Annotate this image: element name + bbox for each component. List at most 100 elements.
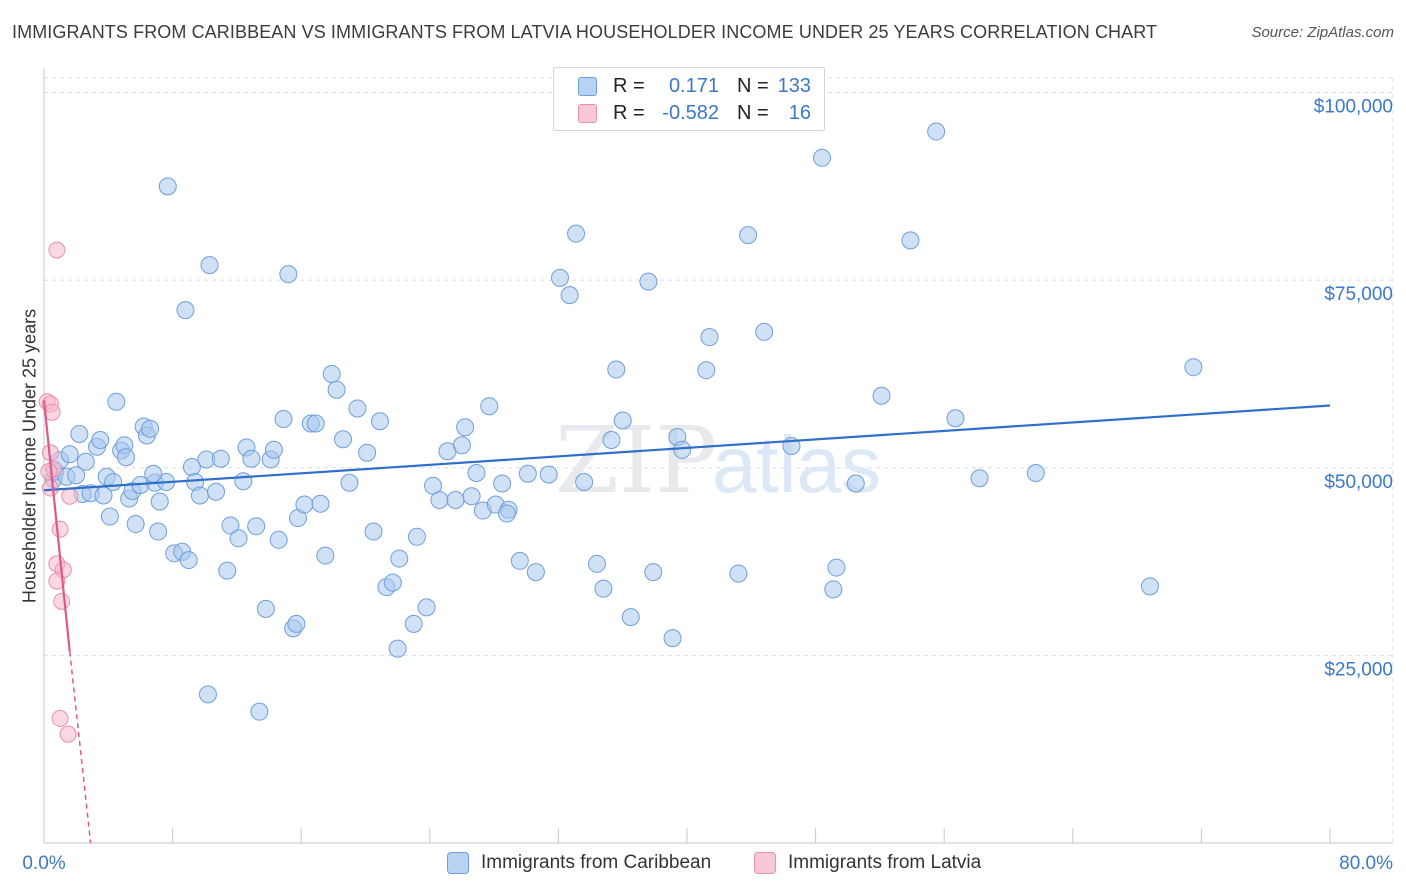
data-point-caribbean bbox=[316, 546, 335, 565]
data-point-caribbean bbox=[927, 122, 946, 141]
data-point-caribbean bbox=[149, 522, 168, 541]
legend-n-value: 133 bbox=[777, 74, 811, 97]
trend-line-latvia-extension bbox=[68, 651, 92, 844]
x-tick-label: 80.0% bbox=[1339, 853, 1393, 874]
data-point-caribbean bbox=[279, 265, 298, 284]
data-point-caribbean bbox=[358, 443, 377, 462]
tick-labels: $25,000 $50,000 $75,000 $100,000 0.0% 80.0% bbox=[22, 97, 1393, 874]
data-point-caribbean bbox=[539, 465, 558, 484]
y-tick-label: $75,000 bbox=[1324, 284, 1393, 305]
data-point-caribbean bbox=[229, 529, 248, 548]
data-point-caribbean bbox=[739, 226, 758, 245]
data-point-caribbean bbox=[340, 473, 359, 492]
data-point-caribbean bbox=[150, 492, 169, 511]
data-point-caribbean bbox=[287, 614, 306, 633]
data-point-caribbean bbox=[970, 469, 989, 488]
data-point-caribbean bbox=[639, 272, 658, 291]
legend-n-label: N = bbox=[737, 101, 769, 124]
data-point-caribbean bbox=[221, 516, 240, 535]
legend-r-label: R = bbox=[613, 74, 645, 97]
data-point-caribbean bbox=[594, 579, 613, 598]
legend-item-caribbean[interactable]: Immigrants from Caribbean bbox=[447, 851, 711, 875]
data-point-caribbean bbox=[234, 472, 253, 491]
data-point-latvia bbox=[43, 403, 61, 421]
data-point-caribbean bbox=[176, 301, 195, 320]
data-point-caribbean bbox=[1184, 358, 1203, 377]
legend-n-label: N = bbox=[737, 74, 769, 97]
trend-lines bbox=[42, 400, 1331, 844]
data-point-caribbean bbox=[200, 256, 219, 275]
data-point-caribbean bbox=[417, 598, 436, 617]
data-point-latvia bbox=[48, 572, 66, 590]
data-point-caribbean bbox=[404, 614, 423, 633]
data-point-caribbean bbox=[327, 380, 346, 399]
data-point-latvia bbox=[59, 725, 77, 743]
data-point-caribbean bbox=[526, 563, 545, 582]
y-tick-label: $50,000 bbox=[1324, 472, 1393, 493]
data-point-caribbean bbox=[94, 486, 113, 505]
legend-r-label: R = bbox=[613, 101, 645, 124]
legend-swatch-latvia bbox=[578, 103, 597, 123]
data-point-caribbean bbox=[452, 436, 471, 455]
data-point-caribbean bbox=[1140, 577, 1159, 596]
zipatlas-watermark: ZIP atlas bbox=[555, 407, 881, 514]
data-point-caribbean bbox=[613, 411, 632, 430]
data-point-caribbean bbox=[250, 702, 269, 721]
legend-label-latvia: Immigrants from Latvia bbox=[788, 852, 982, 873]
trend-line-latvia bbox=[42, 400, 71, 652]
data-point-caribbean bbox=[755, 322, 774, 341]
data-point-caribbean bbox=[100, 507, 119, 526]
data-point-caribbean bbox=[144, 464, 163, 483]
data-point-caribbean bbox=[370, 412, 389, 431]
data-point-caribbean bbox=[602, 430, 621, 449]
data-point-caribbean bbox=[644, 563, 663, 582]
data-point-caribbean bbox=[207, 482, 226, 501]
data-point-caribbean bbox=[116, 448, 135, 467]
data-point-caribbean bbox=[242, 449, 261, 468]
correlation-legend: R = 0.171 N = 133 R = -0.582 N = 16 bbox=[553, 67, 825, 131]
data-point-caribbean bbox=[575, 473, 594, 492]
data-point-caribbean bbox=[462, 487, 481, 506]
watermark-zip: ZIP bbox=[555, 407, 717, 514]
data-point-caribbean bbox=[269, 530, 288, 549]
data-point-caribbean bbox=[813, 148, 832, 167]
data-point-caribbean bbox=[348, 399, 367, 418]
data-point-caribbean bbox=[551, 268, 570, 287]
data-point-latvia bbox=[61, 487, 79, 505]
data-point-caribbean bbox=[456, 418, 475, 437]
data-point-latvia bbox=[48, 241, 66, 259]
data-point-caribbean bbox=[390, 549, 409, 568]
data-point-caribbean bbox=[510, 551, 529, 570]
x-tick-label: 0.0% bbox=[22, 853, 65, 874]
data-point-caribbean bbox=[700, 328, 719, 347]
data-point-latvia bbox=[53, 592, 71, 610]
legend-r-value: 0.171 bbox=[668, 74, 719, 97]
data-point-caribbean bbox=[76, 452, 95, 471]
data-point-caribbean bbox=[663, 629, 682, 648]
data-point-caribbean bbox=[621, 608, 640, 627]
data-point-caribbean bbox=[383, 573, 402, 592]
data-point-caribbean bbox=[60, 445, 79, 464]
data-point-caribbean bbox=[264, 440, 283, 459]
trend-line-caribbean bbox=[43, 404, 1331, 492]
legend-item-latvia[interactable]: Immigrants from Latvia bbox=[754, 851, 981, 875]
data-point-caribbean bbox=[824, 580, 843, 599]
data-point-caribbean bbox=[364, 522, 383, 541]
data-point-caribbean bbox=[560, 286, 579, 305]
data-point-latvia bbox=[41, 479, 59, 497]
data-point-caribbean bbox=[567, 224, 586, 243]
data-point-caribbean bbox=[388, 639, 407, 658]
data-point-caribbean bbox=[91, 430, 110, 449]
y-tick-label: $100,000 bbox=[1314, 97, 1393, 118]
series-latvia bbox=[38, 241, 79, 743]
data-point-caribbean bbox=[306, 414, 325, 433]
data-point-caribbean bbox=[198, 685, 217, 704]
data-point-caribbean bbox=[311, 494, 330, 513]
data-point-latvia bbox=[40, 463, 58, 481]
source-credit: Source: ZipAtlas.com bbox=[1251, 24, 1394, 41]
data-point-latvia bbox=[51, 520, 69, 538]
data-point-caribbean bbox=[126, 515, 145, 534]
data-point-caribbean bbox=[673, 440, 692, 459]
data-point-caribbean bbox=[518, 464, 537, 483]
